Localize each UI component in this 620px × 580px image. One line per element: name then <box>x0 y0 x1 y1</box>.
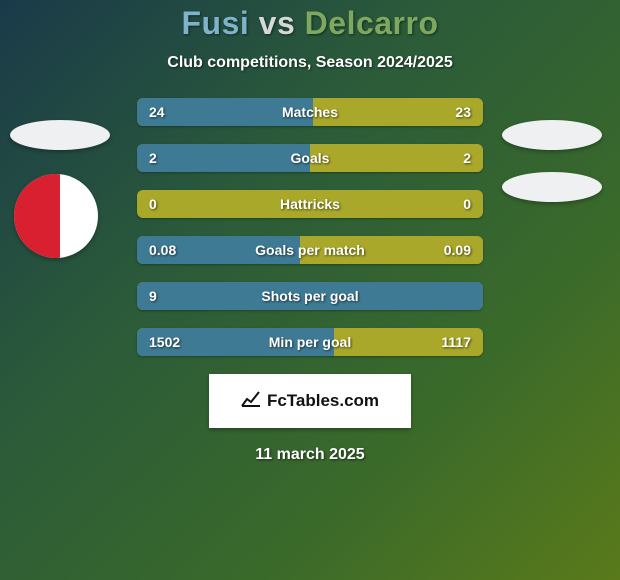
stats-bars: 24 Matches 23 2 Goals 2 0 Hattricks 0 0.08 Goals p… <box>137 98 483 356</box>
player2-name: Delcarro <box>305 5 439 41</box>
stat-label: Goals per match <box>255 242 365 258</box>
page-title: Fusi vs Delcarro <box>0 5 620 42</box>
stat-row: 9 Shots per goal <box>137 282 483 310</box>
infographic: Fusi vs Delcarro Club competitions, Seas… <box>0 0 620 580</box>
chart-icon <box>241 391 261 412</box>
stat-bar-right <box>310 144 483 172</box>
stat-row: 0 Hattricks 0 <box>137 190 483 218</box>
stat-row: 1502 Min per goal 1117 <box>137 328 483 356</box>
subtitle: Club competitions, Season 2024/2025 <box>0 54 620 72</box>
stat-value-left: 0.08 <box>149 242 176 258</box>
stat-label: Hattricks <box>280 196 340 212</box>
stat-row: 2 Goals 2 <box>137 144 483 172</box>
stat-value-right: 0 <box>463 196 471 212</box>
player2-badge-placeholder-2 <box>502 172 602 202</box>
club-shield-icon <box>14 174 98 258</box>
watermark-text: FcTables.com <box>267 391 379 411</box>
stat-value-left: 0 <box>149 196 157 212</box>
stat-row: 24 Matches 23 <box>137 98 483 126</box>
stat-value-right: 2 <box>463 150 471 166</box>
date-text: 11 march 2025 <box>0 446 620 464</box>
stat-label: Shots per goal <box>261 288 358 304</box>
stat-value-left: 24 <box>149 104 165 120</box>
vs-text: vs <box>259 5 296 41</box>
stat-value-right: 1117 <box>441 334 471 350</box>
stat-value-right: 0.09 <box>444 242 471 258</box>
stat-bar-left <box>137 144 310 172</box>
player2-badge-placeholder-1 <box>502 120 602 150</box>
watermark: FcTables.com <box>209 374 411 428</box>
stat-label: Matches <box>282 104 338 120</box>
stat-value-right: 23 <box>455 104 471 120</box>
stat-value-left: 9 <box>149 288 157 304</box>
stat-row: 0.08 Goals per match 0.09 <box>137 236 483 264</box>
stat-value-left: 2 <box>149 150 157 166</box>
stat-label: Min per goal <box>269 334 351 350</box>
player1-badge-placeholder <box>10 120 110 150</box>
player1-name: Fusi <box>182 5 250 41</box>
stat-label: Goals <box>291 150 330 166</box>
stat-value-left: 1502 <box>149 334 180 350</box>
